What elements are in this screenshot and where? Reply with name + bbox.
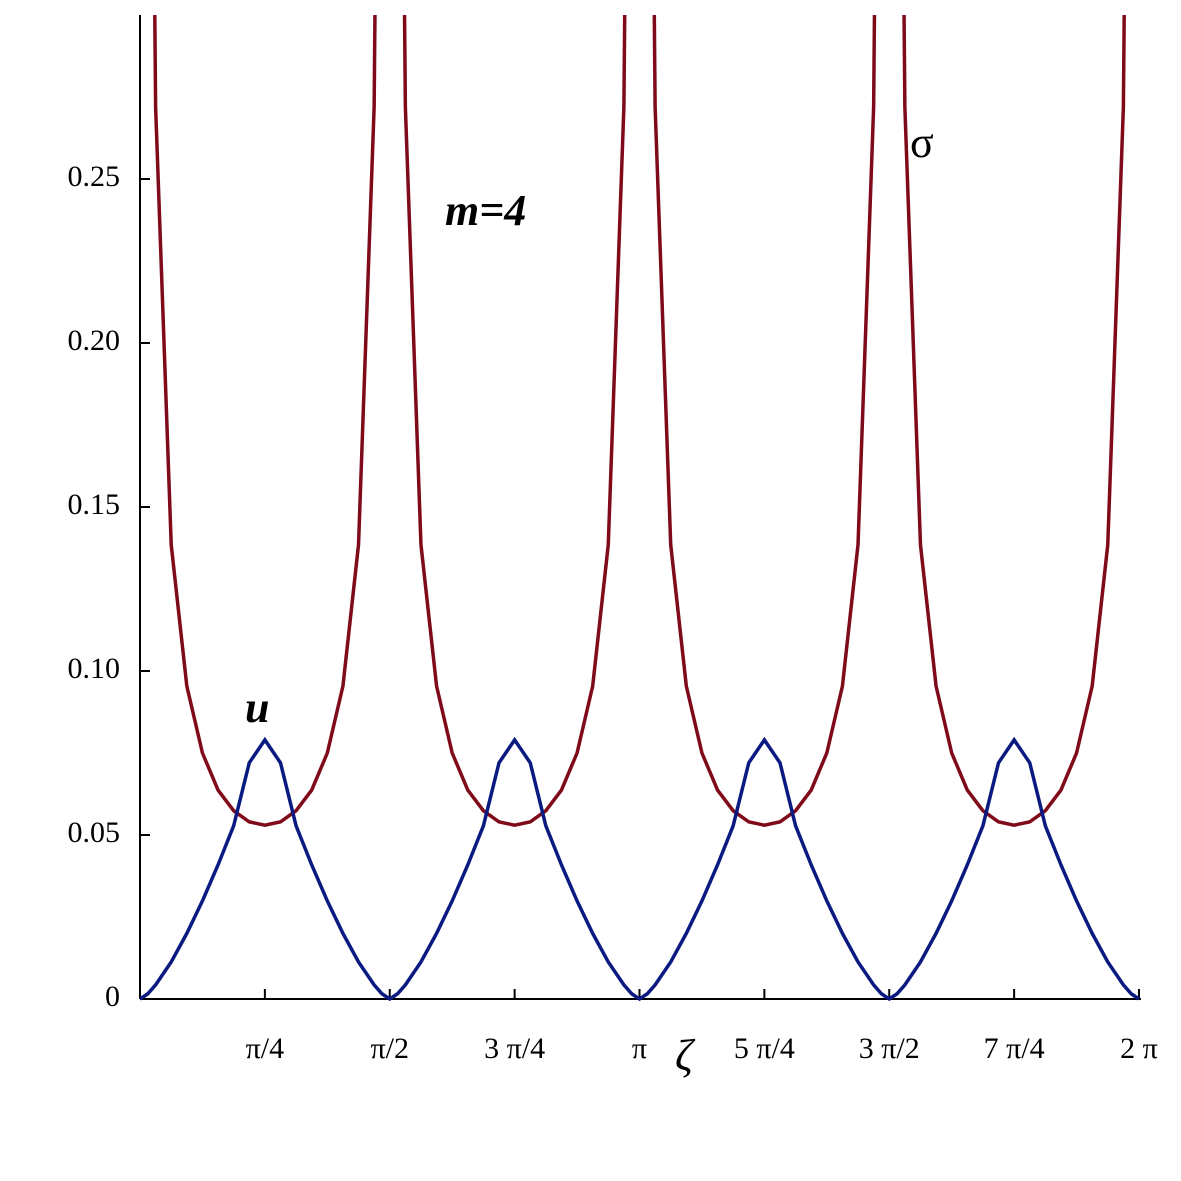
x-axis-label: ζ: [675, 1031, 696, 1080]
y-tick-label: 0.25: [68, 160, 121, 193]
plot-area: [140, 15, 1140, 1001]
y-tick-label: 0.15: [68, 488, 121, 521]
x-tick-label: π/2: [371, 1032, 409, 1065]
annotation: σ: [910, 118, 934, 167]
x-tick-label: π/4: [246, 1032, 284, 1065]
y-tick-label: 0: [105, 980, 120, 1013]
x-tick-label: 3 π/4: [484, 1032, 545, 1065]
y-tick-label: 0.20: [68, 324, 121, 357]
x-tick-label: 5 π/4: [734, 1032, 795, 1065]
x-tick-label: 3 π/2: [859, 1032, 920, 1065]
line: [153, 15, 1126, 827]
x-tick-label: 7 π/4: [984, 1032, 1045, 1065]
line: [140, 736, 1140, 1001]
annotation: u: [245, 683, 269, 732]
x-tick-label: 2 π: [1120, 1032, 1158, 1065]
annotation: m=4: [445, 186, 526, 235]
y-tick-label: 0.05: [68, 816, 121, 849]
y-tick-label: 0.10: [68, 652, 121, 685]
x-tick-label: π: [632, 1032, 647, 1065]
